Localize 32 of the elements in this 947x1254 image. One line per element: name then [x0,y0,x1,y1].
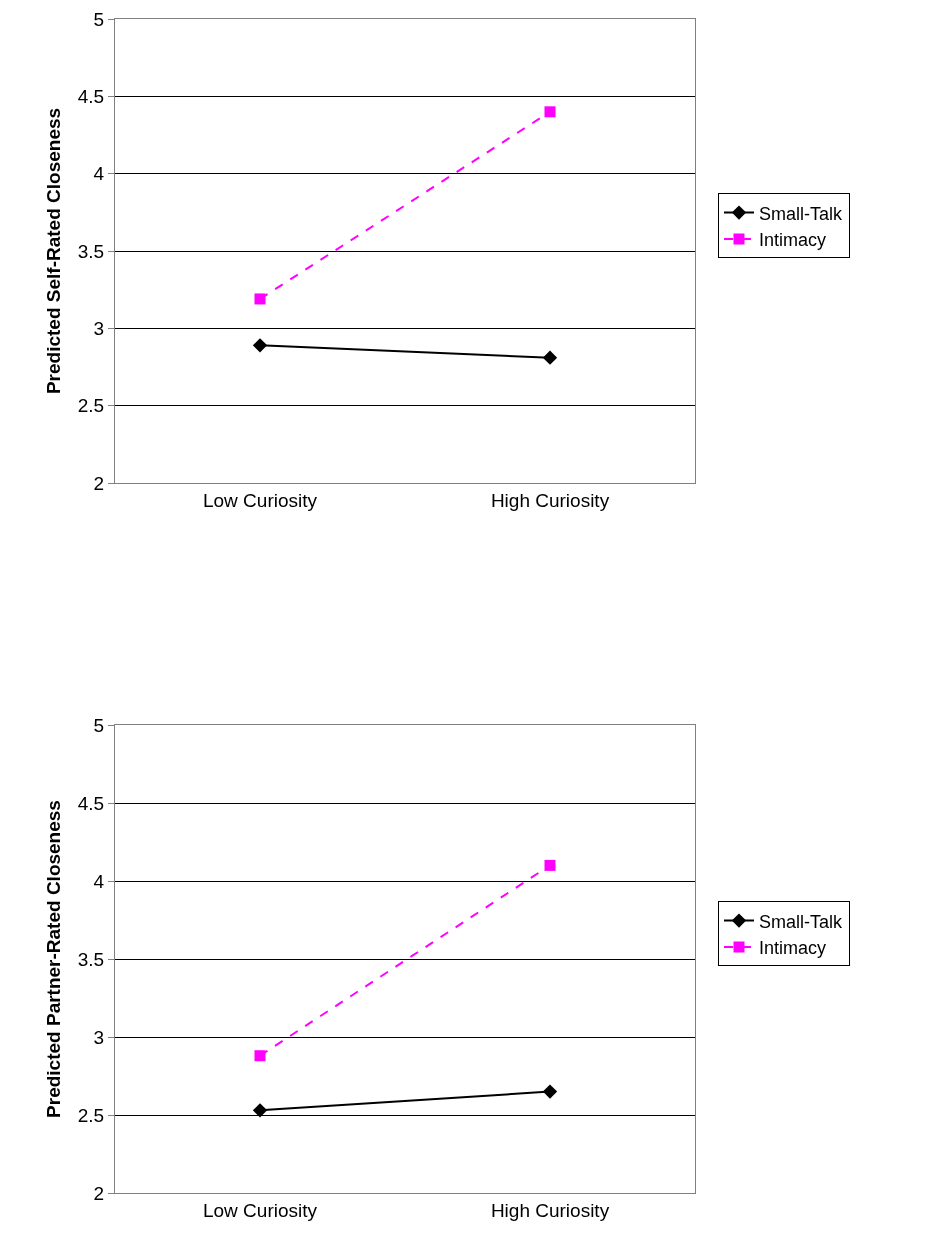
legend-label: Intimacy [759,230,827,251]
y-tick-label: 2 [93,472,105,494]
legend-label: Small-Talk [759,203,844,224]
point [542,350,558,365]
point [252,338,268,353]
y-tick-label: 3 [93,1026,105,1048]
y-axis-title: Predicted Partner-Rated Closeness [42,800,64,1118]
y-tick-label: 3.5 [77,948,105,970]
point [544,106,556,118]
y-tick-label: 3.5 [77,240,105,262]
point [254,293,266,305]
y-tick-label: 3 [93,317,105,339]
legend-label: Intimacy [759,938,827,959]
y-tick-label: 5 [93,714,105,736]
y-tick-label: 2.5 [77,395,105,417]
legend-label: Small-Talk [759,911,844,932]
y-tick-label: 4 [93,870,105,892]
point [252,1103,268,1118]
x-tick-label: Low Curiosity [202,1199,318,1221]
y-tick-label: 2 [93,1182,105,1204]
x-tick-label: Low Curiosity [202,489,318,511]
y-axis-title: Predicted Self-Rated Closeness [42,107,64,395]
x-tick-label: High Curiosity [490,489,610,511]
point [544,859,556,871]
y-tick-label: 5 [93,8,105,30]
point [254,1050,266,1062]
y-tick-label: 4.5 [77,792,105,814]
y-tick-label: 4 [93,163,105,185]
y-tick-label: 4.5 [77,85,105,107]
point [542,1084,558,1099]
x-tick-label: High Curiosity [490,1199,610,1221]
y-tick-label: 2.5 [77,1104,105,1126]
